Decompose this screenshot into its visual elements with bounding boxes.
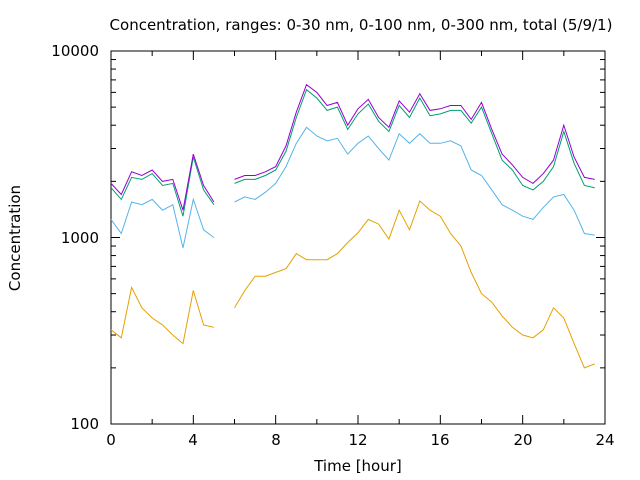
y-tick-label: 10000 bbox=[51, 42, 99, 60]
series-line-2 bbox=[110, 126, 595, 249]
x-axis-label: Time [hour] bbox=[313, 457, 402, 475]
x-axis: 0 4 8 12 16 20 24 bbox=[106, 431, 614, 449]
tick-marks bbox=[111, 51, 605, 424]
y-axis: 100 1000 10000 bbox=[51, 42, 99, 433]
x-tick-label: 0 bbox=[106, 431, 116, 449]
x-tick-label: 20 bbox=[513, 431, 532, 449]
series-line-1 bbox=[110, 200, 595, 369]
series-group bbox=[110, 83, 595, 369]
y-tick-label: 100 bbox=[70, 415, 99, 433]
x-tick-label: 12 bbox=[348, 431, 367, 449]
y-axis-label: Concentration bbox=[6, 185, 24, 291]
x-tick-label: 16 bbox=[430, 431, 449, 449]
x-tick-label: 24 bbox=[595, 431, 614, 449]
x-tick-label: 8 bbox=[271, 431, 281, 449]
x-tick-label: 4 bbox=[188, 431, 198, 449]
series-line-3 bbox=[110, 88, 595, 217]
y-tick-label: 1000 bbox=[61, 229, 99, 247]
chart-title: Concentration, ranges: 0-30 nm, 0-100 nm… bbox=[110, 16, 613, 34]
series-line-4 bbox=[110, 83, 595, 211]
